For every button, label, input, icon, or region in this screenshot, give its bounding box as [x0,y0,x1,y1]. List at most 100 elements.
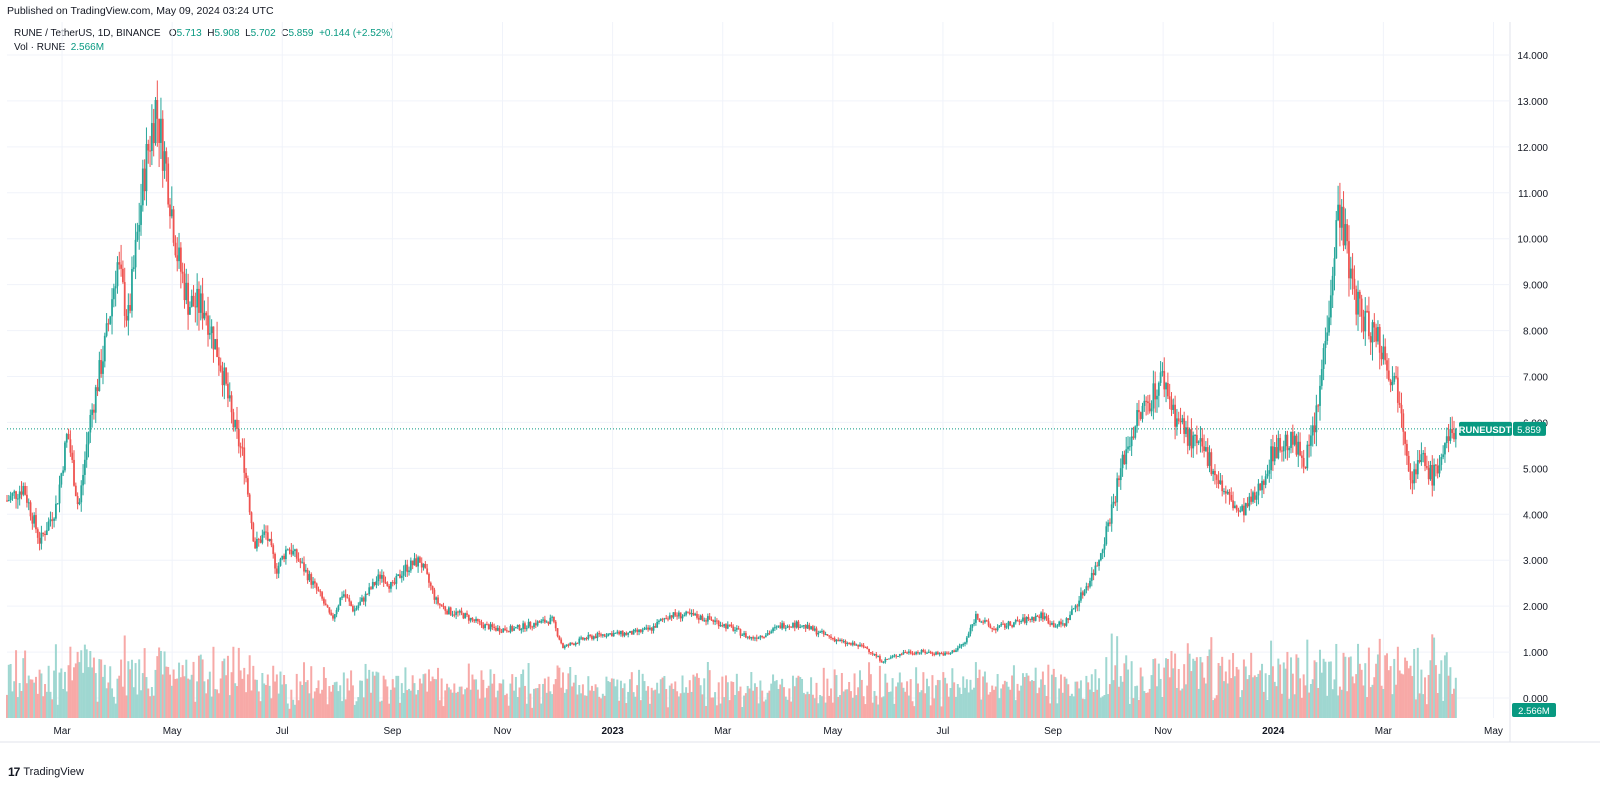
candle-body [911,653,914,655]
volume-bar [804,694,807,718]
volume-bar [1315,662,1318,718]
tradingview-logo[interactable]: 17 TradingView [8,765,84,779]
volume-bar [221,661,224,718]
candle-body [978,618,981,622]
candle-body [169,204,171,217]
candle-body [332,615,334,619]
candle-body [670,615,673,618]
candle-body [80,485,83,503]
candle-body [1136,410,1138,427]
candle-body [1326,332,1329,341]
volume-bar [1308,692,1311,718]
volume-bar [16,697,19,718]
volume-bar [1239,697,1242,718]
candle-body [1342,206,1345,246]
volume-bar [1302,674,1305,718]
candle-body [216,339,218,357]
volume-bar [842,691,845,718]
volume-bar [739,686,742,718]
volume-bar [453,683,456,718]
volume-bar [328,686,331,718]
candle-body [391,582,394,584]
candle-body [473,619,476,622]
candle-body [44,533,46,536]
volume-bar [337,691,340,718]
volume-bar [1261,663,1264,718]
candle-body [161,118,164,171]
volume-bar [902,687,905,718]
candle-body [105,323,108,336]
volume-bar [417,690,420,718]
candle-body [375,581,378,585]
volume-bar [837,696,840,718]
candle-body [964,642,966,645]
volume-bar [476,689,479,718]
candle-body [1188,429,1191,446]
volume-bar [639,700,642,718]
candle-body [882,662,885,664]
volume-bar [1014,700,1017,718]
candle-body [1156,395,1158,400]
volume-bar [1127,669,1130,718]
volume-bar [170,685,173,718]
candle-body [645,627,648,629]
x-tick-label: May [823,726,842,737]
volume-bar [1398,670,1401,718]
candle-body [297,558,300,561]
volume-bar [208,671,211,718]
candle-body [1393,376,1396,382]
volume-bar [105,688,108,718]
volume-bar [418,678,421,718]
volume-bar [1174,653,1177,718]
volume-bar [1337,695,1340,718]
candle-body [717,621,720,627]
candle-body [125,315,128,321]
volume-bar [1402,674,1405,718]
volume-bar [304,682,307,718]
volume-bar [753,683,756,718]
volume-bar [672,688,675,718]
candle-body [719,625,722,627]
volume-bar [808,694,811,718]
candle-body [880,660,883,663]
volume-bar [344,699,347,718]
volume-bar [1125,655,1128,718]
volume-bar [261,672,264,718]
candle-body [679,612,682,619]
volume-bar [1186,643,1189,718]
x-tick-label: Jul [276,726,289,737]
volume-bar [619,680,622,718]
candle-body [438,603,441,605]
volume-bar [451,692,454,718]
volume-bar [67,665,70,718]
volume-bar [857,687,860,718]
volume-bar [652,690,655,718]
volume-bar [869,674,872,718]
volume-bar [1052,668,1055,718]
volume-bar [1313,660,1316,718]
candle-body [879,656,881,661]
volume-bar [455,692,458,718]
volume-bar [880,697,883,718]
volume-bar [330,691,333,718]
volume-bar [1005,681,1008,718]
candle-body [1367,311,1370,337]
volume-bar [558,667,561,718]
volume-bar [491,683,494,718]
candle-body [1398,402,1401,405]
volume-bar [194,701,197,718]
candle-body [1080,592,1082,601]
volume-bar [219,678,222,718]
candle-body [6,500,8,502]
candle-body [1078,600,1081,607]
volume-bar [766,692,769,718]
candle-body [335,610,338,615]
candle-body [1317,405,1320,407]
volume-bar [661,677,664,718]
volume-bar [1246,679,1249,718]
volume-bar [473,679,476,718]
candle-body [1119,468,1122,481]
volume-bar [695,673,698,718]
candle-body [93,409,95,413]
